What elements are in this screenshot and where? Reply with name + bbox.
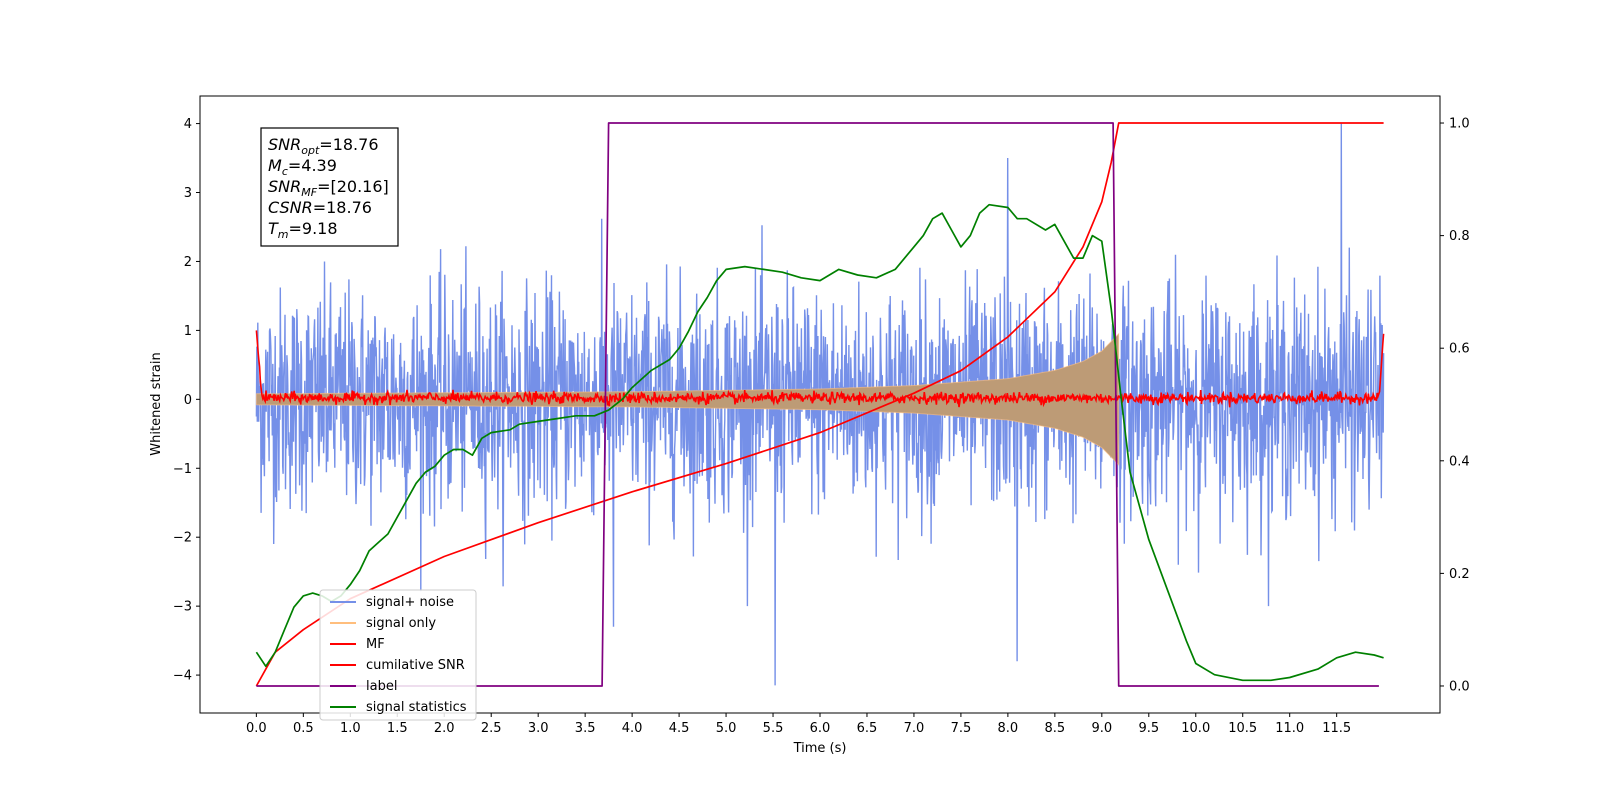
series-mf (255, 330, 1385, 408)
x-tick-label: 9.5 (1138, 721, 1159, 736)
x-tick-label: 11.0 (1275, 721, 1304, 736)
annotation-line: SNRMF=[20.16] (268, 177, 389, 199)
legend-label: signal statistics (366, 700, 467, 715)
legend-label: signal only (366, 616, 436, 631)
x-tick-label: 3.5 (575, 721, 596, 736)
x-tick-label: 7.5 (951, 721, 972, 736)
y-tick-label-right: 0.0 (1449, 679, 1470, 694)
y-tick-label-right: 0.4 (1449, 454, 1470, 469)
x-tick-label: 1.5 (387, 721, 408, 736)
y-tick-label-right: 0.8 (1449, 229, 1470, 244)
x-tick-label: 8.5 (1045, 721, 1066, 736)
legend-label: cumilative SNR (366, 658, 465, 673)
y-tick-label-left: 0 (184, 393, 192, 408)
ticks-layer: 0.0 0.5 1.0 1.5 2.0 2.5 3.0 3.5 4.0 4.5 5.0 5.5 6.0 6… (173, 117, 1470, 736)
series-signal-only (255, 332, 1120, 467)
y-tick-label-right: 1.0 (1449, 117, 1470, 132)
annotation-line: CSNR=18.76 (268, 198, 372, 217)
annotation-line: SNRopt=18.76 (268, 135, 379, 157)
legend: signal+ noise signal only MF cumilative SNR… (319, 589, 477, 721)
x-tick-label: 9.0 (1091, 721, 1112, 736)
legend-label: signal+ noise (366, 595, 454, 610)
y-tick-label-right: 0.6 (1449, 342, 1470, 357)
y-axis-label-left: Whitened strain (149, 352, 164, 455)
x-tick-label: 7.0 (904, 721, 925, 736)
x-tick-label: 4.5 (669, 721, 690, 736)
x-tick-label: 5.5 (763, 721, 784, 736)
series-label (256, 122, 1379, 687)
x-tick-label: 10.0 (1181, 721, 1210, 736)
y-tick-label-left: 1 (184, 324, 192, 339)
x-tick-label: 6.0 (810, 721, 831, 736)
x-tick-label: 10.5 (1228, 721, 1257, 736)
annotation-line: Mc=4.39 (268, 156, 337, 178)
y-tick-label-right: 0.2 (1449, 567, 1470, 582)
legend-label: MF (366, 637, 385, 652)
y-tick-label-left: −3 (173, 600, 192, 615)
x-tick-label: 4.0 (622, 721, 643, 736)
x-tick-label: 6.5 (857, 721, 878, 736)
x-tick-label: 2.0 (434, 721, 455, 736)
annotation-box: SNRopt=18.76Mc=4.39SNRMF=[20.16]CSNR=18.… (260, 127, 399, 247)
y-tick-label-left: 3 (184, 186, 192, 201)
x-tick-label: 8.0 (998, 721, 1019, 736)
x-tick-label: 3.0 (528, 721, 549, 736)
series-signal-statistics (255, 203, 1384, 682)
x-axis-label: Time (s) (793, 741, 847, 756)
x-tick-label: 2.5 (481, 721, 502, 736)
y-tick-label-left: 2 (184, 255, 192, 270)
annotation-line: Tm=9.18 (268, 219, 338, 241)
y-tick-label-left: −1 (173, 462, 192, 477)
series-layer (255, 122, 1385, 687)
y-tick-label-left: −2 (173, 531, 192, 546)
x-tick-label: 1.0 (340, 721, 361, 736)
x-tick-label: 11.5 (1322, 721, 1351, 736)
x-tick-label: 0.5 (293, 721, 314, 736)
legend-label: label (366, 679, 397, 694)
x-tick-label: 0.0 (246, 721, 267, 736)
y-tick-label-left: 4 (184, 117, 192, 132)
x-tick-label: 5.0 (716, 721, 737, 736)
y-tick-label-left: −4 (173, 669, 192, 684)
